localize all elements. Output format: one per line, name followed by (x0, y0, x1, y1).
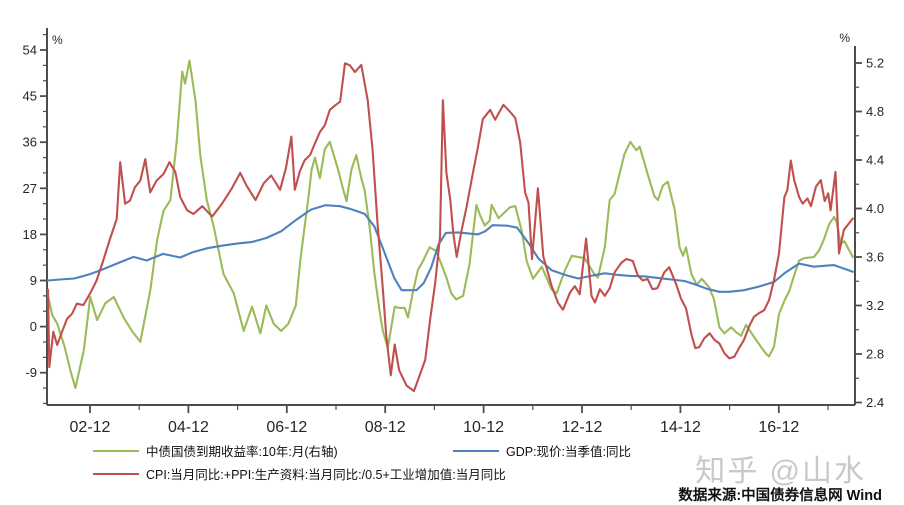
x-tick-label: 06-12 (266, 419, 307, 436)
left-axis-unit: % (52, 33, 63, 47)
left-tick-label: 36 (23, 135, 37, 150)
gdp-line-sample (453, 449, 499, 452)
chart-legend: 中债国债到期收益率:10年:月(右轴) GDP:现价:当季值:同比 CPI:当月… (93, 441, 631, 483)
legend-label-cpi-ppi: CPI:当月同比:+PPI:生产资料:当月同比:/0.5+工业增加值:当月同比 (146, 468, 506, 482)
gdp-nominal-yoy-line (46, 204, 854, 293)
cpi-ppi-ip-composite-line (46, 62, 854, 393)
right-tick-label: 3.2 (866, 298, 884, 313)
legend-label-bond-yield: 中债国债到期收益率:10年:月(右轴) (146, 445, 338, 459)
right-tick-label: 2.8 (866, 347, 884, 362)
x-tick-label: 08-12 (365, 419, 406, 436)
data-source-text: 数据来源:中国债券信息网 Wind (678, 488, 882, 504)
cpi-ppi-line-sample (93, 472, 139, 475)
left-tick-label: 27 (23, 181, 37, 196)
legend-label-gdp: GDP:现价:当季值:同比 (506, 445, 632, 459)
left-tick-label: 54 (23, 43, 37, 58)
legend-item-cpi-ppi: CPI:当月同比:+PPI:生产资料:当月同比:/0.5+工业增加值:当月同比 (93, 464, 631, 483)
x-tick-label: 16-12 (758, 419, 799, 436)
bond-yield-10y-line (46, 59, 854, 390)
right-tick-label: 4.0 (866, 201, 884, 216)
left-tick-label: 0 (30, 319, 37, 334)
left-tick-label: -9 (25, 365, 37, 380)
bond-yield-line-sample (93, 449, 139, 452)
right-tick-label: 4.4 (866, 153, 884, 168)
x-tick-label: 14-12 (660, 419, 701, 436)
left-tick-label: 45 (23, 89, 37, 104)
right-tick-label: 3.6 (866, 250, 884, 265)
right-tick-label: 2.4 (866, 395, 884, 410)
right-tick-label: 5.2 (866, 56, 884, 71)
right-axis-unit: % (839, 31, 850, 45)
zhihu-watermark: 知乎 @山水 (695, 455, 866, 488)
x-tick-label: 02-12 (70, 419, 111, 436)
x-tick-label: 12-12 (562, 419, 603, 436)
legend-item-gdp: GDP:现价:当季值:同比 (453, 441, 631, 460)
left-tick-label: 9 (30, 273, 37, 288)
legend-item-bond-yield: 中债国债到期收益率:10年:月(右轴) (93, 441, 453, 460)
x-tick-label: 10-12 (463, 419, 504, 436)
right-tick-label: 4.8 (866, 104, 884, 119)
x-tick-label: 04-12 (168, 419, 209, 436)
left-tick-label: 18 (23, 227, 37, 242)
